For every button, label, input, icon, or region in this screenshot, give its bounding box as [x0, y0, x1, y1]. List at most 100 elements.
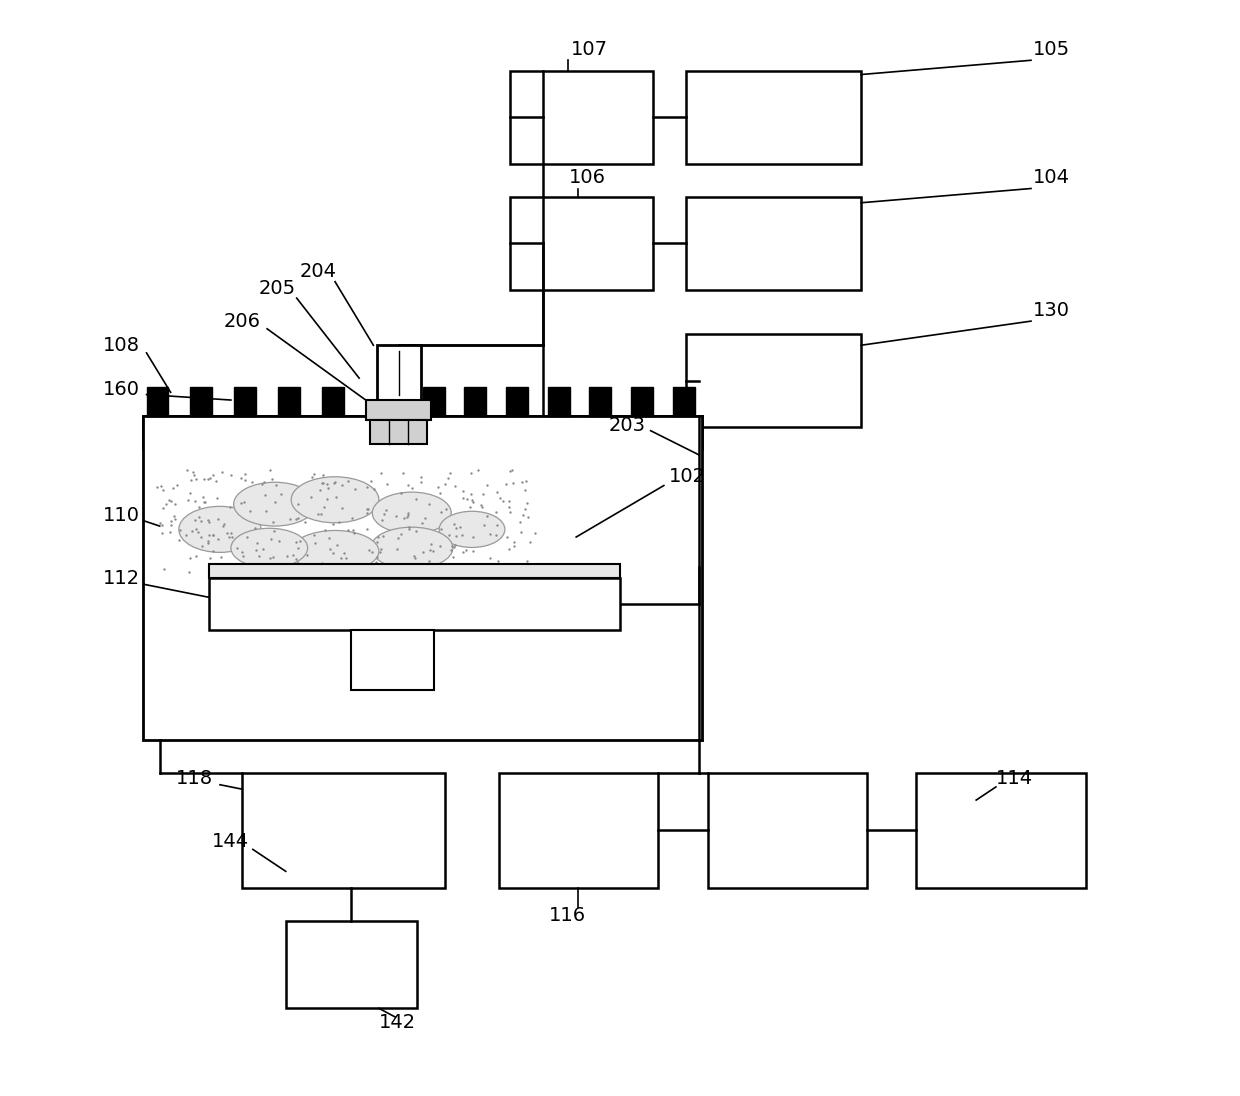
- Point: [272, 562, 291, 580]
- Point: [503, 537, 523, 555]
- Point: [255, 502, 275, 520]
- Bar: [234, 387, 257, 416]
- Bar: [686, 71, 861, 164]
- Bar: [278, 387, 300, 416]
- Bar: [191, 387, 212, 416]
- Point: [477, 507, 497, 525]
- Point: [186, 470, 206, 488]
- Point: [184, 466, 203, 483]
- Point: [312, 475, 332, 492]
- Point: [267, 555, 286, 572]
- Ellipse shape: [371, 527, 453, 569]
- Point: [460, 486, 480, 503]
- Point: [203, 526, 223, 544]
- Point: [337, 522, 357, 539]
- Point: [246, 520, 265, 537]
- Point: [410, 468, 430, 486]
- Point: [367, 533, 387, 550]
- Point: [221, 525, 241, 543]
- Point: [422, 535, 441, 552]
- Point: [357, 564, 377, 582]
- Point: [464, 541, 484, 559]
- Point: [150, 514, 170, 532]
- Text: 205: 205: [258, 278, 295, 298]
- Point: [164, 507, 184, 525]
- Text: 102: 102: [670, 467, 707, 487]
- Point: [198, 512, 218, 529]
- Point: [191, 512, 211, 529]
- Point: [443, 564, 463, 582]
- Point: [372, 512, 392, 529]
- Bar: [146, 387, 169, 416]
- Point: [255, 487, 275, 504]
- Point: [331, 549, 351, 567]
- Point: [361, 472, 381, 490]
- Point: [348, 563, 368, 581]
- Point: [161, 516, 181, 534]
- Point: [179, 563, 198, 581]
- Point: [169, 532, 188, 549]
- Text: 106: 106: [568, 168, 605, 187]
- Point: [398, 477, 418, 494]
- Point: [195, 493, 215, 511]
- Point: [264, 522, 284, 539]
- Point: [487, 516, 507, 534]
- Ellipse shape: [372, 492, 451, 534]
- Point: [525, 524, 544, 541]
- Point: [185, 493, 205, 511]
- Point: [358, 541, 378, 559]
- Point: [290, 532, 310, 549]
- Point: [160, 524, 180, 541]
- Point: [232, 469, 252, 487]
- Point: [156, 495, 176, 513]
- Text: 130: 130: [1033, 300, 1070, 320]
- Point: [200, 513, 219, 530]
- Point: [498, 492, 518, 510]
- Point: [471, 499, 491, 516]
- Point: [332, 477, 352, 494]
- Point: [399, 520, 419, 537]
- Point: [336, 549, 356, 567]
- Point: [339, 472, 358, 490]
- Point: [221, 466, 241, 483]
- Point: [247, 541, 267, 559]
- Bar: [144, 416, 702, 449]
- Point: [212, 464, 232, 481]
- Point: [401, 557, 420, 574]
- Point: [332, 499, 352, 516]
- Text: 206: 206: [223, 311, 260, 331]
- Point: [303, 469, 322, 487]
- Bar: [210, 578, 620, 630]
- Point: [222, 528, 242, 546]
- Bar: [511, 71, 653, 164]
- Ellipse shape: [179, 506, 262, 552]
- Point: [153, 500, 172, 517]
- Point: [471, 495, 491, 513]
- Point: [477, 476, 497, 493]
- Text: 144: 144: [212, 832, 249, 852]
- Point: [443, 537, 463, 555]
- Point: [176, 461, 196, 479]
- Point: [213, 517, 233, 535]
- Point: [451, 526, 471, 544]
- Point: [270, 486, 290, 503]
- Point: [430, 484, 450, 502]
- Point: [206, 472, 226, 490]
- Point: [404, 548, 424, 566]
- Point: [453, 544, 472, 561]
- Point: [343, 522, 363, 539]
- Point: [265, 476, 285, 493]
- Point: [430, 520, 450, 537]
- Point: [330, 513, 350, 530]
- Point: [428, 478, 448, 495]
- Point: [500, 504, 520, 522]
- Bar: [210, 564, 620, 578]
- Point: [191, 528, 211, 546]
- Point: [232, 544, 252, 561]
- Point: [384, 556, 404, 573]
- Point: [166, 477, 186, 494]
- Point: [219, 498, 239, 515]
- Point: [260, 530, 280, 548]
- Point: [520, 534, 539, 551]
- Point: [386, 507, 405, 525]
